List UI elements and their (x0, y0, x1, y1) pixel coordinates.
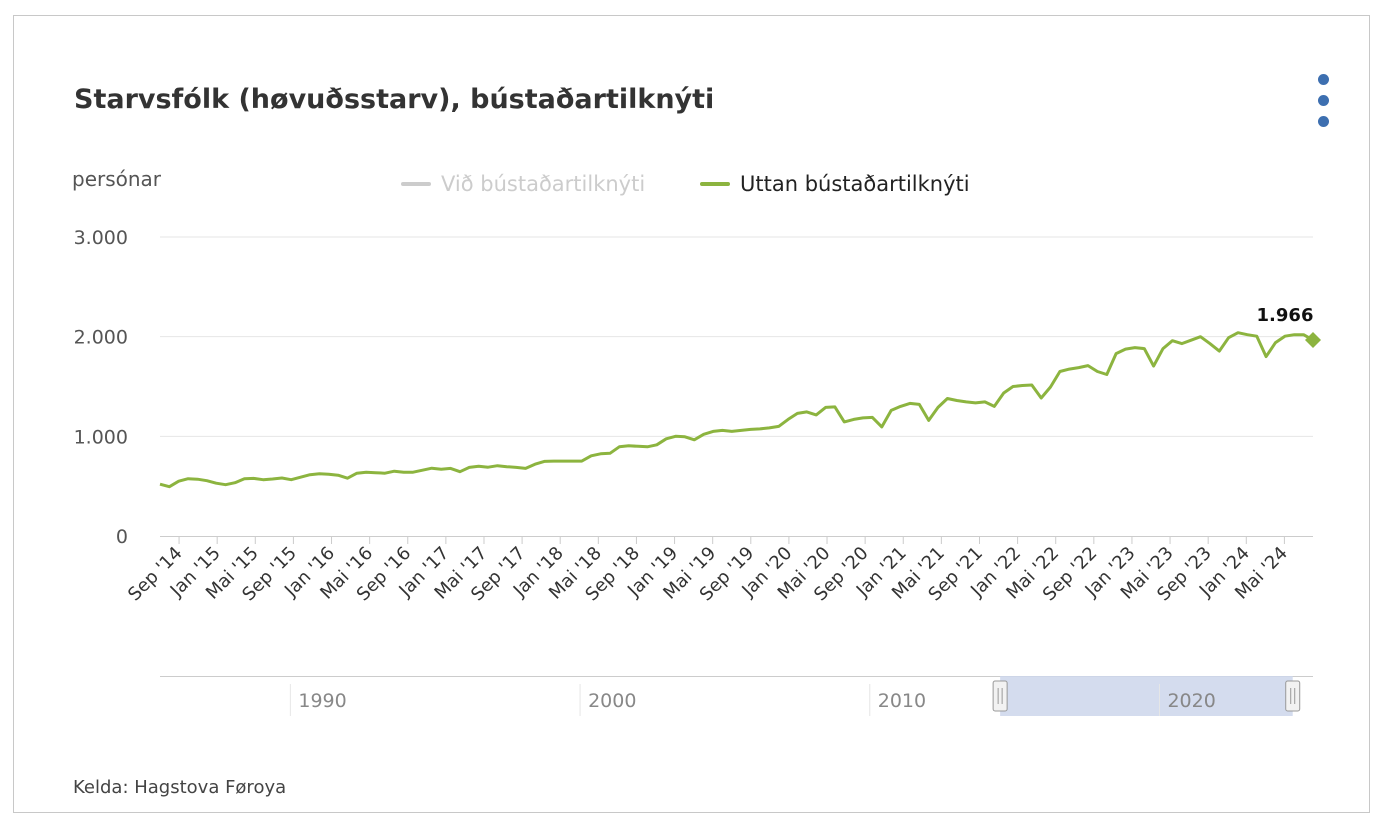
y-axis-ticks: 0 1.000 2.000 3.000 (74, 227, 128, 548)
y-axis-label: persónar (72, 167, 162, 191)
legend-item-vid-bustadartilknyti[interactable]: Við bústaðartilknýti (401, 172, 645, 196)
y-tick-label: 0 (116, 526, 128, 548)
range-navigator[interactable]: 19902000201020202020 (160, 676, 1313, 716)
legend-item-uttan-bustadartilknyti[interactable]: Uttan bústaðartilknýti (700, 172, 970, 196)
navigator-tick-label: 2000 (588, 690, 636, 712)
navigator-tick-label: 1990 (298, 690, 346, 712)
gridlines (160, 236, 1313, 437)
vertical-ellipsis-icon-dot-3 (1318, 116, 1329, 127)
context-menu-button[interactable] (1312, 70, 1334, 132)
legend-line-icon (700, 182, 730, 186)
last-point-marker (1305, 332, 1321, 349)
navigator-tick-label-over: 2020 (1167, 690, 1215, 712)
series-line-uttan-bustadartilknyti (159, 331, 1314, 489)
legend-line-icon (401, 182, 431, 186)
vertical-ellipsis-icon-dot-2 (1318, 95, 1329, 106)
navigator-right-handle[interactable] (1285, 680, 1301, 712)
navigator-left-handle[interactable] (992, 680, 1008, 712)
navigator-selection[interactable] (1000, 676, 1293, 716)
chart-title: Starvsfólk (høvuðsstarv), bústaðartilkný… (74, 84, 715, 115)
plot-area: 1.966 (159, 305, 1321, 489)
navigator-tick-label: 2010 (878, 690, 926, 712)
grip-handle-icon (1285, 680, 1301, 712)
y-tick-label: 1.000 (74, 426, 128, 448)
y-tick-label: 3.000 (74, 227, 128, 249)
y-tick-label: 2.000 (74, 327, 128, 349)
vertical-ellipsis-icon (1318, 74, 1329, 85)
grip-handle-icon (992, 680, 1008, 712)
source-credit: Kelda: Hagstova Føroya (73, 777, 287, 798)
legend-label: Uttan bústaðartilknýti (740, 172, 970, 196)
legend-label: Við bústaðartilknýti (441, 172, 646, 196)
last-value-label: 1.966 (1257, 305, 1314, 326)
